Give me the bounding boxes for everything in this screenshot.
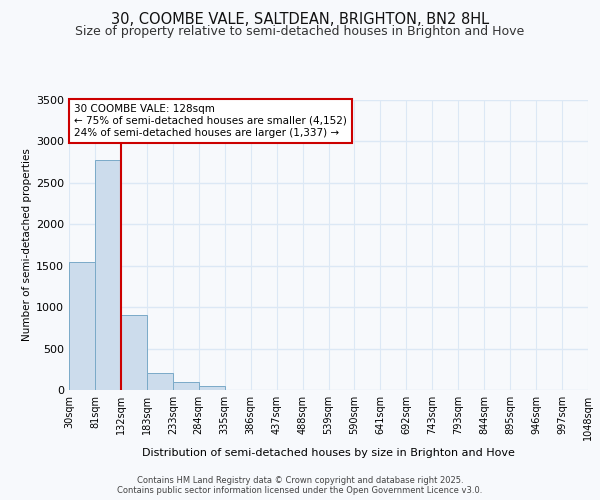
X-axis label: Distribution of semi-detached houses by size in Brighton and Hove: Distribution of semi-detached houses by … xyxy=(142,448,515,458)
Bar xyxy=(95,160,121,390)
Bar xyxy=(69,262,95,390)
Bar xyxy=(121,316,147,390)
Y-axis label: Number of semi-detached properties: Number of semi-detached properties xyxy=(22,148,32,342)
Bar xyxy=(199,386,224,390)
Text: Contains HM Land Registry data © Crown copyright and database right 2025.
Contai: Contains HM Land Registry data © Crown c… xyxy=(118,476,482,495)
Bar xyxy=(173,382,199,390)
Bar xyxy=(147,374,173,390)
Text: 30 COOMBE VALE: 128sqm
← 75% of semi-detached houses are smaller (4,152)
24% of : 30 COOMBE VALE: 128sqm ← 75% of semi-det… xyxy=(74,104,347,138)
Text: Size of property relative to semi-detached houses in Brighton and Hove: Size of property relative to semi-detach… xyxy=(76,25,524,38)
Text: 30, COOMBE VALE, SALTDEAN, BRIGHTON, BN2 8HL: 30, COOMBE VALE, SALTDEAN, BRIGHTON, BN2… xyxy=(111,12,489,28)
